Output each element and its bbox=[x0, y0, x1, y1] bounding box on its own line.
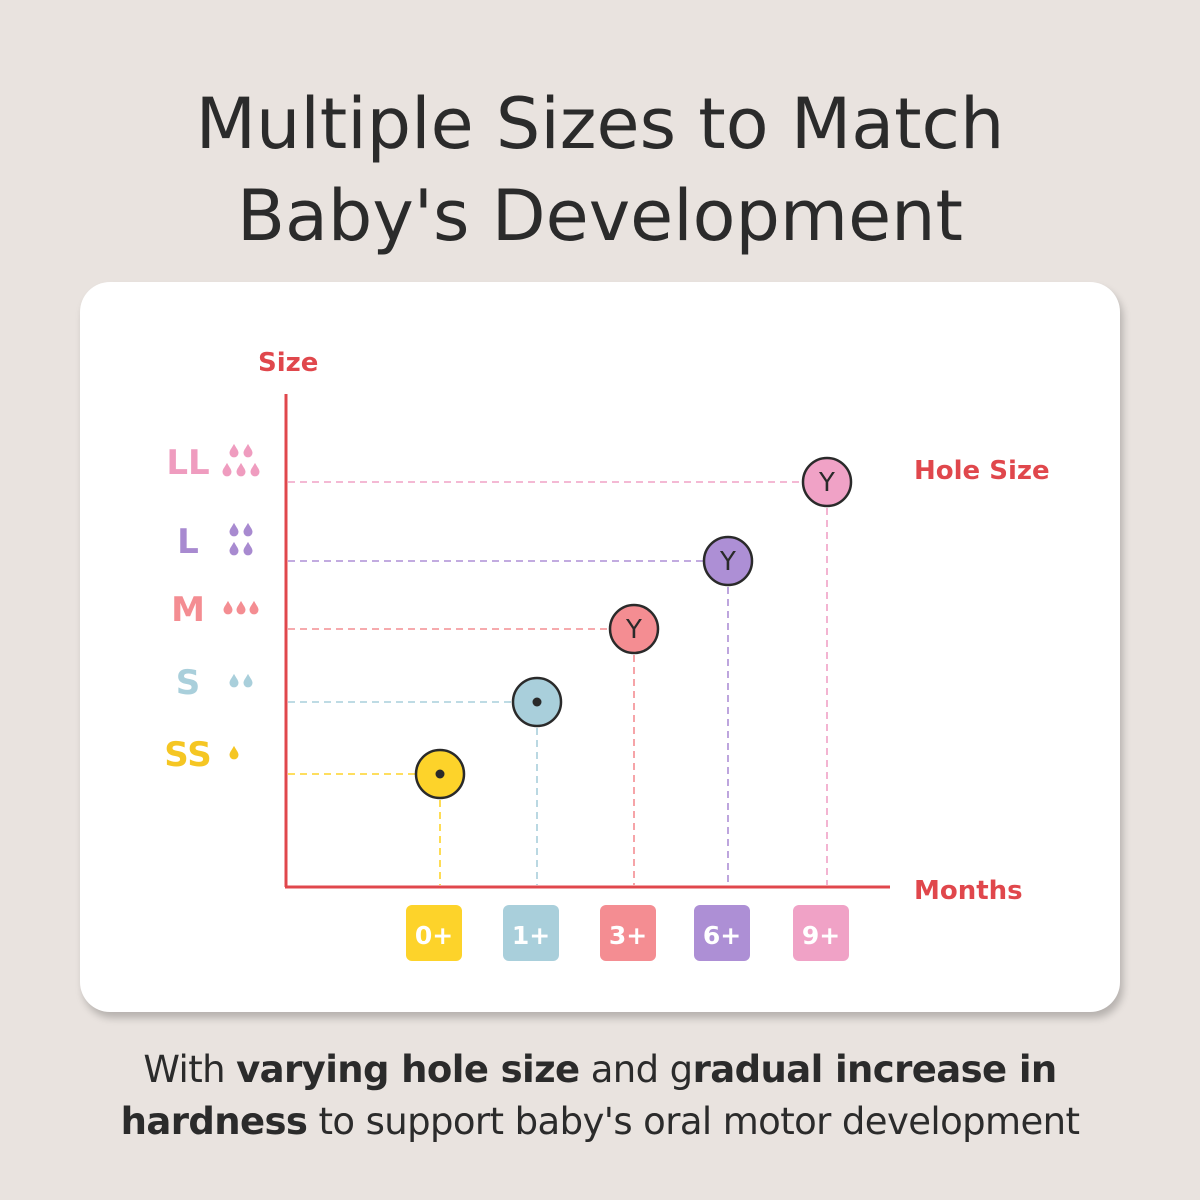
badge-label: 9+ bbox=[802, 921, 840, 950]
caption: With varying hole size and gradual incre… bbox=[0, 1044, 1200, 1148]
caption-bold: hardness bbox=[120, 1100, 308, 1143]
water-drop-icon bbox=[229, 443, 239, 458]
month-badge-1: 1+ bbox=[503, 905, 559, 961]
water-drop-icon bbox=[243, 541, 253, 556]
size-label-text: S bbox=[176, 663, 201, 703]
nipple-points: Y Y Y bbox=[414, 456, 853, 800]
guide-lines bbox=[288, 481, 828, 885]
water-drop-icon bbox=[249, 600, 259, 615]
title-line-2: Baby's Development bbox=[237, 175, 963, 257]
y-axis-title: Size bbox=[258, 348, 318, 378]
size-label-text: LL bbox=[166, 443, 209, 483]
data-point: Y bbox=[801, 456, 853, 508]
water-drop-icon bbox=[222, 462, 232, 477]
badge-bg bbox=[406, 905, 462, 961]
dot-hole-mark bbox=[532, 697, 542, 707]
data-point bbox=[511, 676, 563, 728]
point-circle bbox=[608, 603, 660, 655]
size-label-s: S bbox=[176, 663, 253, 703]
title-line-1: Multiple Sizes to Match bbox=[195, 83, 1005, 165]
caption-line-2: hardness to support baby's oral motor de… bbox=[0, 1096, 1200, 1148]
badge-bg bbox=[694, 905, 750, 961]
month-badges: 0+ 1+ 3+ 6+ 9+ bbox=[406, 905, 849, 961]
water-drop-icon bbox=[243, 522, 253, 537]
water-drop-icon bbox=[229, 541, 239, 556]
y-hole-mark: Y bbox=[625, 615, 642, 645]
caption-line-1: With varying hole size and gradual incre… bbox=[0, 1044, 1200, 1096]
x-axis-title: Months bbox=[914, 876, 1023, 906]
water-drop-icon bbox=[243, 673, 253, 688]
water-drop-icon bbox=[250, 462, 260, 477]
y-hole-mark: Y bbox=[719, 547, 736, 577]
badge-label: 0+ bbox=[415, 921, 453, 950]
size-label-text: L bbox=[177, 522, 199, 562]
size-label-ll: LL bbox=[166, 443, 260, 483]
water-drop-icon bbox=[243, 443, 253, 458]
badge-bg bbox=[600, 905, 656, 961]
badge-label: 1+ bbox=[512, 921, 550, 950]
hole-size-annotation: Hole Size bbox=[914, 456, 1050, 486]
caption-bold: radual increase in bbox=[692, 1048, 1058, 1091]
point-circle bbox=[801, 456, 853, 508]
data-point: Y bbox=[702, 535, 754, 587]
chart-card: Size Months Hole Size SS S M L LL 0+ 1+ 3+ 6+ 9+… bbox=[80, 282, 1120, 1012]
size-label-m: M bbox=[171, 590, 259, 630]
badge-label: 6+ bbox=[703, 921, 741, 950]
month-badge-0: 0+ bbox=[406, 905, 462, 961]
data-point: Y bbox=[608, 603, 660, 655]
data-point bbox=[414, 748, 466, 800]
y-hole-mark: Y bbox=[818, 468, 835, 498]
water-drop-icon bbox=[229, 673, 239, 688]
point-circle bbox=[702, 535, 754, 587]
water-drop-icon bbox=[229, 522, 239, 537]
badge-label: 3+ bbox=[609, 921, 647, 950]
page-title: Multiple Sizes to Match Baby's Developme… bbox=[0, 78, 1200, 262]
size-label-l: L bbox=[177, 522, 253, 562]
dot-hole-mark bbox=[435, 769, 445, 779]
month-badge-2: 3+ bbox=[600, 905, 656, 961]
water-drop-icon bbox=[236, 600, 246, 615]
water-drop-icon bbox=[223, 600, 233, 615]
month-badge-4: 9+ bbox=[793, 905, 849, 961]
caption-text: With bbox=[143, 1048, 237, 1091]
size-label-text: M bbox=[171, 590, 205, 630]
badge-bg bbox=[503, 905, 559, 961]
size-label-text: SS bbox=[164, 735, 211, 775]
water-drop-icon bbox=[229, 745, 239, 760]
size-label-ss: SS bbox=[164, 735, 239, 775]
water-drop-icon bbox=[236, 462, 246, 477]
month-badge-3: 6+ bbox=[694, 905, 750, 961]
caption-text: and g bbox=[579, 1048, 693, 1091]
caption-bold: varying hole size bbox=[236, 1048, 580, 1091]
caption-text: to support baby's oral motor development bbox=[307, 1100, 1080, 1143]
badge-bg bbox=[793, 905, 849, 961]
